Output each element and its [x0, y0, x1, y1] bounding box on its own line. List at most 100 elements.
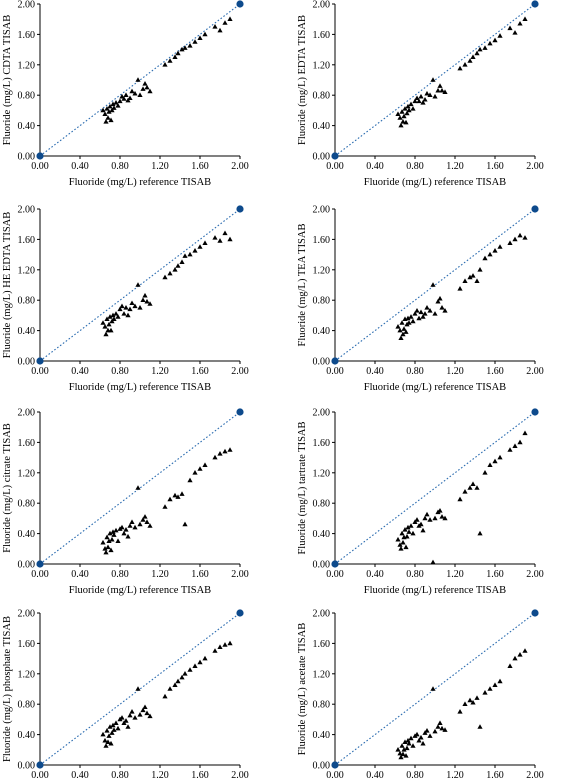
data-point [115, 103, 121, 108]
y-tick-label: 0.00 [313, 761, 331, 772]
data-point [404, 745, 410, 751]
data-point [432, 728, 438, 734]
data-point [522, 648, 528, 653]
y-tick-label: 1.60 [313, 30, 331, 41]
data-point [424, 511, 430, 517]
data-point [435, 298, 441, 304]
y-tick-label: 1.60 [18, 30, 36, 41]
data-point [227, 16, 233, 21]
data-point [115, 314, 121, 319]
x-tick-label: 0.00 [326, 569, 344, 580]
data-point [416, 315, 422, 321]
data-point [439, 87, 445, 93]
data-point [457, 709, 463, 714]
x-tick-label: 0.80 [111, 569, 129, 580]
data-point [140, 86, 146, 91]
y-tick-label: 1.60 [18, 438, 36, 449]
y-tick-label: 1.60 [313, 639, 331, 650]
data-point [512, 30, 518, 35]
x-tick-label: 0.80 [406, 161, 424, 172]
data-point [162, 693, 168, 699]
data-point [123, 718, 129, 723]
data-point [398, 546, 404, 551]
x-axis-label: Fluoride (mg/L) reference TISAB [69, 585, 211, 596]
data-point [442, 727, 448, 732]
y-axis-label: Fluoride (mg/L) citrate TISAB [2, 423, 13, 553]
data-point [522, 235, 528, 240]
data-point [123, 305, 129, 310]
data-point [422, 515, 428, 521]
data-point [100, 107, 106, 113]
data-point [427, 308, 433, 313]
scatter-panel-7: 0.000.00 0.40 0.40 0.80 0.80 1.20 1.20 1.60 1.60… [2, 609, 249, 782]
data-point [492, 458, 498, 464]
data-point [197, 244, 203, 249]
data-point [127, 306, 133, 312]
y-tick-label: 1.20 [313, 265, 331, 276]
scatter-panel-2: 0.000.00 0.40 0.40 0.80 0.80 1.20 1.20 1.60 1.60… [297, 0, 544, 188]
data-point [182, 521, 188, 527]
data-point [167, 58, 173, 63]
data-point [497, 454, 503, 460]
data-point [507, 25, 513, 31]
y-tick-label: 2.00 [313, 205, 331, 216]
data-point [408, 101, 414, 107]
y-tick-label: 1.20 [313, 669, 331, 680]
data-point [144, 710, 150, 716]
data-point [430, 282, 436, 287]
data-point [512, 443, 518, 448]
data-point [202, 462, 208, 467]
data-point [212, 454, 218, 460]
y-tick-label: 0.00 [313, 357, 331, 368]
y-tick-label: 1.60 [313, 438, 331, 449]
x-tick-label: 0.40 [366, 161, 384, 172]
data-point [212, 24, 218, 29]
data-point [517, 232, 523, 238]
data-point [111, 316, 117, 321]
data-point [119, 303, 125, 309]
data-point [395, 747, 401, 752]
data-point [103, 743, 109, 748]
x-tick-label: 0.40 [366, 770, 384, 781]
data-point [467, 485, 473, 490]
data-point [103, 119, 109, 124]
data-point [110, 529, 116, 534]
data-point [399, 743, 405, 748]
data-point [487, 686, 493, 691]
y-tick-label: 0.40 [18, 121, 36, 132]
data-point [111, 105, 117, 110]
data-point [103, 331, 109, 337]
data-point [202, 31, 208, 37]
y-axis-label: Fluoride (mg/L) tartrate TISAB [297, 421, 308, 554]
data-point [192, 39, 198, 44]
data-point [117, 306, 123, 312]
data-point [104, 316, 110, 321]
data-point [135, 485, 141, 490]
scatter-panel-3: 0.000.00 0.40 0.40 0.80 0.80 1.20 1.20 1.60 1.60… [2, 205, 249, 394]
y-axis-label: Fluoride (mg/L) TEA TISAB [297, 224, 308, 347]
x-axis-label: Fluoride (mg/L) reference TISAB [69, 382, 211, 393]
data-point [422, 311, 428, 316]
data-point [405, 315, 411, 321]
max-point [531, 408, 539, 416]
data-point [395, 324, 401, 329]
data-point [125, 533, 131, 539]
data-point [140, 517, 146, 522]
data-point [121, 311, 127, 316]
data-point [105, 544, 111, 550]
data-point [104, 534, 110, 540]
data-point [217, 238, 223, 243]
max-point [531, 205, 539, 213]
data-point [414, 95, 420, 101]
data-point [462, 62, 468, 67]
data-point [187, 251, 193, 257]
data-point [477, 46, 483, 52]
x-tick-label: 1.60 [486, 770, 504, 781]
x-tick-label: 1.60 [191, 569, 209, 580]
y-axis-label: Fluoride (mg/L) phosphate TISAB [2, 616, 13, 762]
y-tick-label: 2.00 [18, 205, 36, 216]
x-tick-label: 1.60 [486, 161, 504, 172]
x-tick-label: 1.20 [151, 770, 169, 781]
data-point [175, 263, 181, 268]
data-point [127, 712, 133, 718]
